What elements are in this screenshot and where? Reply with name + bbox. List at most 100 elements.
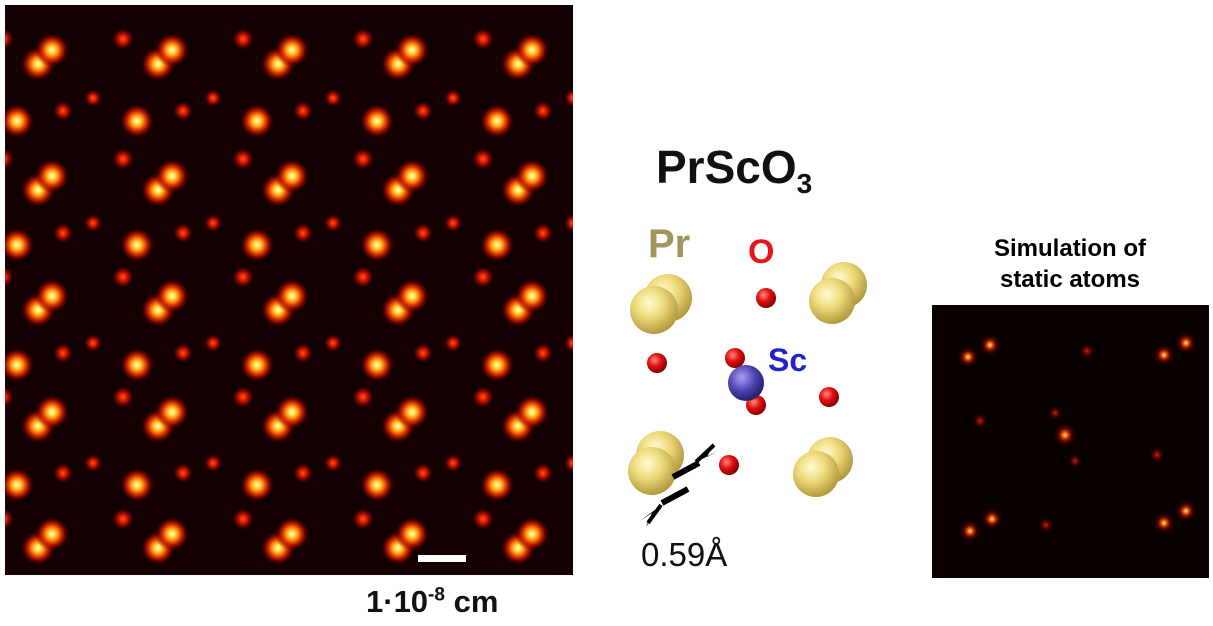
o-column-spot bbox=[533, 101, 553, 121]
crystal-structure-diagram bbox=[610, 215, 900, 595]
o-column-spot bbox=[84, 334, 102, 352]
o-column-spot bbox=[112, 266, 134, 288]
o-column-spot bbox=[53, 343, 73, 363]
sim-pr-spot bbox=[979, 334, 1001, 356]
o-column-spot bbox=[472, 266, 494, 288]
o-column-spot bbox=[173, 343, 193, 363]
o-column-spot bbox=[173, 223, 193, 243]
sc-column-spot bbox=[0, 348, 34, 382]
o-column-spot bbox=[472, 148, 494, 170]
pr-atom-top-right bbox=[809, 262, 867, 324]
o-column-spot bbox=[444, 214, 462, 232]
o-column-spot bbox=[533, 463, 553, 483]
o-column-spot bbox=[533, 223, 553, 243]
o-column-spot bbox=[232, 148, 254, 170]
pr-column-spot bbox=[275, 159, 309, 193]
o-column-spot bbox=[293, 343, 313, 363]
pr-column-spot bbox=[155, 517, 189, 551]
o-column-spot bbox=[232, 386, 254, 408]
scale-bar bbox=[418, 555, 466, 562]
o-atom bbox=[756, 288, 776, 308]
o-column-spot bbox=[204, 454, 222, 472]
o-column-spot bbox=[112, 386, 134, 408]
o-atom bbox=[819, 387, 839, 407]
o-column-spot bbox=[444, 334, 462, 352]
simulation-image bbox=[932, 305, 1209, 578]
micrograph-atoms bbox=[0, 5, 582, 575]
sc-column-spot bbox=[120, 468, 154, 502]
sc-column-spot bbox=[360, 228, 394, 262]
sim-o-spot bbox=[1068, 454, 1082, 468]
o-column-spot bbox=[53, 223, 73, 243]
pr-column-spot bbox=[515, 33, 549, 67]
pr-column-spot bbox=[275, 33, 309, 67]
sim-o-spot bbox=[972, 413, 988, 429]
pr-column-spot bbox=[155, 395, 189, 429]
pr-label: Pr bbox=[648, 222, 691, 266]
simulation-title: Simulation of static atoms bbox=[994, 235, 1146, 293]
sc-column-spot bbox=[360, 348, 394, 382]
sim-sc-spot bbox=[1053, 423, 1077, 447]
o-column-spot bbox=[293, 101, 313, 121]
sc-column-spot bbox=[120, 104, 154, 138]
o-column-spot bbox=[204, 89, 222, 107]
o-column-spot bbox=[413, 223, 433, 243]
o-column-spot bbox=[232, 508, 254, 530]
pr-column-spot bbox=[155, 159, 189, 193]
o-column-spot bbox=[293, 223, 313, 243]
o-column-spot bbox=[352, 508, 374, 530]
o-column-spot bbox=[413, 463, 433, 483]
sc-column-spot bbox=[120, 228, 154, 262]
o-column-spot bbox=[444, 89, 462, 107]
sc-column-spot bbox=[240, 348, 274, 382]
o-column-spot bbox=[324, 454, 342, 472]
sim-o-spot bbox=[1048, 406, 1062, 420]
sim-o-spot bbox=[1038, 517, 1054, 533]
o-column-spot bbox=[173, 463, 193, 483]
sim-pr-spot bbox=[1153, 344, 1175, 366]
sc-atom bbox=[728, 365, 764, 401]
o-column-spot bbox=[413, 343, 433, 363]
o-column-spot bbox=[84, 214, 102, 232]
pr-column-spot bbox=[275, 517, 309, 551]
pr-column-spot bbox=[515, 395, 549, 429]
o-label: O bbox=[748, 233, 775, 271]
pr-column-spot bbox=[395, 279, 429, 313]
scale-bar-label: 1·10-8 cm bbox=[366, 584, 499, 619]
distance-marker bbox=[660, 460, 701, 506]
o-column-spot bbox=[472, 28, 494, 50]
sim-o-spot bbox=[1079, 343, 1095, 359]
o-atom bbox=[725, 348, 745, 368]
o-column-spot bbox=[53, 463, 73, 483]
sc-column-spot bbox=[240, 468, 274, 502]
sc-column-spot bbox=[240, 228, 274, 262]
sc-label: Sc bbox=[768, 342, 808, 378]
sc-column-spot bbox=[480, 228, 514, 262]
pr-column-spot bbox=[35, 159, 69, 193]
o-column-spot bbox=[53, 101, 73, 121]
o-column-spot bbox=[324, 89, 342, 107]
pr-column-spot bbox=[395, 159, 429, 193]
pr-column-spot bbox=[35, 279, 69, 313]
sc-column-spot bbox=[120, 348, 154, 382]
o-atom bbox=[647, 353, 667, 373]
o-column-spot bbox=[472, 508, 494, 530]
pr-column-spot bbox=[395, 517, 429, 551]
pr-atom-bottom-right bbox=[793, 437, 853, 497]
o-column-spot bbox=[84, 454, 102, 472]
sc-column-spot bbox=[0, 468, 34, 502]
o-column-spot bbox=[84, 89, 102, 107]
sim-pr-spot bbox=[981, 508, 1003, 530]
o-atom bbox=[719, 455, 739, 475]
o-column-spot bbox=[352, 386, 374, 408]
sc-column-spot bbox=[0, 104, 34, 138]
sim-pr-spot bbox=[1175, 500, 1197, 522]
pr-column-spot bbox=[395, 33, 429, 67]
formula-title: PrScO3 bbox=[656, 141, 813, 200]
o-column-spot bbox=[112, 28, 134, 50]
pr-column-spot bbox=[155, 279, 189, 313]
o-column-spot bbox=[173, 101, 193, 121]
o-column-spot bbox=[472, 386, 494, 408]
o-column-spot bbox=[324, 214, 342, 232]
pr-column-spot bbox=[35, 517, 69, 551]
